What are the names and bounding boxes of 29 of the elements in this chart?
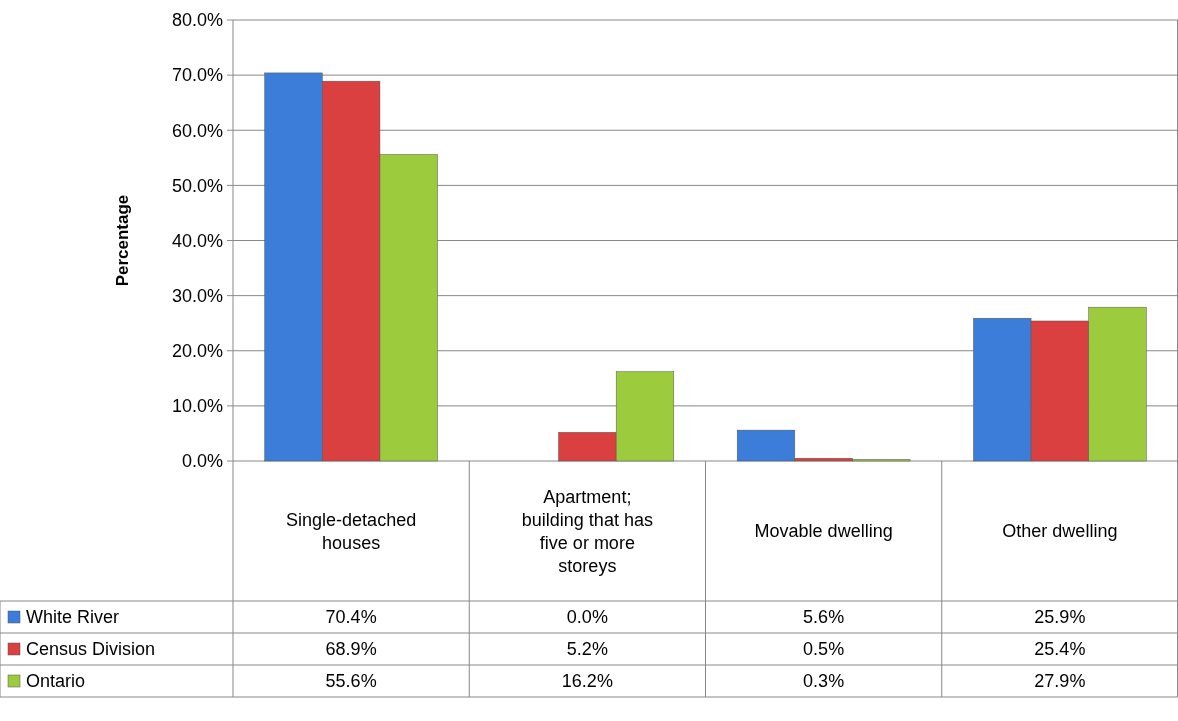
data-label: 0.5%: [803, 639, 845, 660]
data-label: 25.4%: [1034, 639, 1086, 660]
y-tick-label: 50.0%: [171, 175, 223, 196]
data-label: 5.2%: [566, 639, 608, 660]
data-label: 0.3%: [803, 671, 845, 692]
legend-label: Ontario: [26, 671, 86, 692]
y-tick-label: 30.0%: [171, 285, 223, 306]
legend-label: Census Division: [26, 639, 156, 660]
x-tick-label: Other dwelling: [1002, 521, 1118, 542]
data-label: 16.2%: [561, 671, 613, 692]
x-tick-label: Single-detached houses: [286, 509, 417, 553]
data-label: 25.9%: [1034, 607, 1086, 628]
y-tick-label: 20.0%: [171, 341, 223, 362]
y-tick-label: 10.0%: [171, 396, 223, 417]
y-tick-label: 60.0%: [171, 120, 223, 141]
legend-label: White River: [26, 607, 120, 628]
data-label: 5.6%: [803, 607, 845, 628]
x-tick-label: Apartment; building that has five or more storeys: [521, 486, 653, 576]
x-tick-label: Movable dwelling: [754, 521, 893, 542]
y-axis-title: Percentage: [113, 194, 132, 287]
data-label: 68.9%: [325, 639, 377, 660]
data-label: 0.0%: [566, 607, 608, 628]
data-label: 27.9%: [1034, 671, 1086, 692]
y-tick-label: 80.0%: [171, 10, 223, 31]
y-tick-label: 0.0%: [181, 451, 223, 472]
y-tick-label: 40.0%: [171, 230, 223, 251]
data-label: 70.4%: [325, 607, 377, 628]
y-tick-label: 70.0%: [171, 65, 223, 86]
data-label: 55.6%: [325, 671, 377, 692]
